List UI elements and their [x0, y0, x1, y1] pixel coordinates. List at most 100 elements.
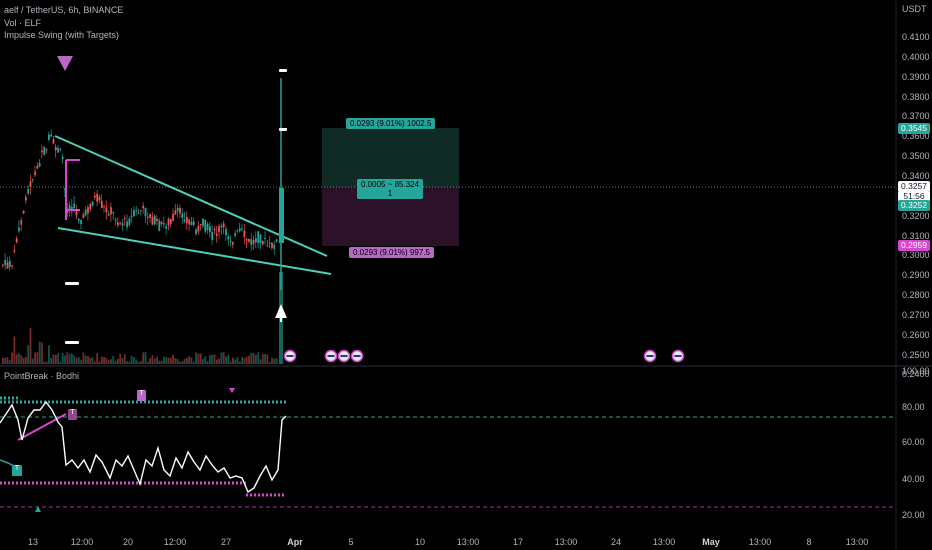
volume-bar: [36, 352, 39, 364]
time-tick: 13:00: [554, 537, 578, 547]
candle-body: [98, 196, 101, 201]
position-center-text-2: 1: [387, 189, 393, 198]
volume-bar: [176, 358, 179, 364]
candle-body: [241, 228, 243, 230]
candle-body: [215, 233, 218, 236]
candle-body: [52, 139, 55, 144]
volume-bar: [160, 360, 163, 364]
price-tick: 0.2800: [902, 290, 930, 301]
candle-body: [110, 207, 112, 215]
candle-body: [105, 207, 108, 213]
oscillator-line[interactable]: [0, 400, 287, 494]
candle-body: [45, 149, 48, 151]
time-tick: 12:00: [70, 537, 94, 547]
candle-body: [75, 211, 78, 216]
candle-body: [20, 220, 23, 225]
calendar-event-bar: [646, 355, 654, 357]
candle-body: [22, 210, 25, 214]
volume-bar: [123, 354, 126, 364]
volume-bar: [174, 358, 177, 364]
volume-bar: [121, 358, 124, 364]
volume-bar: [57, 353, 59, 364]
wedge-lower-line[interactable]: [57, 227, 332, 275]
time-tick: 20: [122, 537, 134, 547]
candle-body: [183, 219, 186, 222]
volume-bar: [190, 357, 193, 364]
volume-bar: [89, 357, 92, 364]
candle-body: [192, 221, 195, 225]
volume-bar: [96, 352, 99, 364]
sell-signal-icon: [57, 56, 73, 71]
profit-zone[interactable]: [322, 128, 459, 187]
candle-body: [84, 209, 87, 216]
candle-body: [273, 244, 276, 249]
divergence-line: [17, 413, 67, 441]
time-tick: 8: [806, 537, 812, 547]
candle-body: [227, 236, 230, 240]
candle-body: [206, 224, 209, 230]
price-tick: 0.3200: [902, 210, 930, 221]
target-dash-1: [279, 69, 287, 72]
volume-bar: [2, 357, 4, 364]
target-price-label: 0.3545: [898, 123, 930, 134]
candle-body: [15, 238, 18, 243]
volume-bar: [82, 352, 85, 364]
calendar-event-bar: [674, 355, 682, 357]
indicator-title[interactable]: PointBreak · Bodhi: [4, 371, 80, 381]
volume-bar: [112, 355, 115, 364]
candle-body: [61, 156, 64, 159]
volume-bar: [13, 336, 16, 364]
candle-body: [158, 220, 161, 231]
currency-label: USDT: [902, 4, 927, 14]
volume-bars: [2, 272, 283, 364]
volume-bar: [186, 357, 188, 364]
price-tick: 0.4000: [902, 51, 930, 62]
volume-bar: [59, 361, 62, 364]
volume-bar: [264, 353, 266, 364]
profit-label[interactable]: 0.0293 (9.01%) 1002.5: [346, 118, 436, 129]
volume-bar: [91, 357, 94, 364]
volume-bar: [137, 361, 140, 364]
candle-body: [6, 262, 9, 269]
volume-bar: [261, 354, 264, 364]
volume-bar: [188, 356, 191, 364]
candle-body: [4, 259, 7, 266]
volume-bar: [172, 354, 174, 364]
calendar-event-bar: [286, 355, 294, 357]
indicator-tick: 40.00: [902, 474, 925, 484]
indicator-legend[interactable]: Impulse Swing (with Targets): [4, 30, 119, 40]
target-dash-2: [279, 128, 287, 131]
volume-bar: [64, 355, 66, 364]
volume-bar: [18, 353, 20, 364]
candle-body: [181, 213, 184, 218]
position-center-label[interactable]: 0.0005 ~ 85.324 1: [357, 179, 424, 199]
event-flags[interactable]: [283, 349, 685, 363]
candle-body: [172, 213, 174, 221]
candle-body: [107, 213, 110, 216]
candle-body: [257, 231, 260, 244]
candle-body: [119, 222, 122, 224]
volume-bar: [146, 361, 149, 364]
volume-bar: [232, 357, 234, 364]
volume-legend[interactable]: Vol · ELF: [4, 18, 42, 28]
position-center-text-1: 0.0005 ~ 85.324: [361, 180, 420, 189]
candle-body: [156, 218, 158, 222]
candle-body: [238, 228, 241, 232]
candle-body: [169, 219, 172, 224]
volume-bar: [255, 354, 257, 364]
candle-body: [54, 146, 57, 151]
loss-label[interactable]: 0.0293 (9.01%) 997.5: [349, 247, 434, 258]
candle-body: [41, 150, 43, 153]
volume-bar: [165, 357, 168, 364]
volume-bar: [61, 352, 64, 364]
target-dash-3: [65, 282, 79, 285]
time-tick: 13:00: [456, 537, 480, 547]
symbol-legend[interactable]: aelf / TetherUS, 6h, BINANCE: [4, 5, 124, 15]
volume-bar: [117, 358, 119, 364]
calendar-event-bar: [353, 355, 361, 357]
buy-signal-icon: [275, 304, 287, 318]
candle-body: [199, 223, 202, 225]
candle-body: [232, 242, 234, 245]
candle-body: [209, 226, 211, 233]
